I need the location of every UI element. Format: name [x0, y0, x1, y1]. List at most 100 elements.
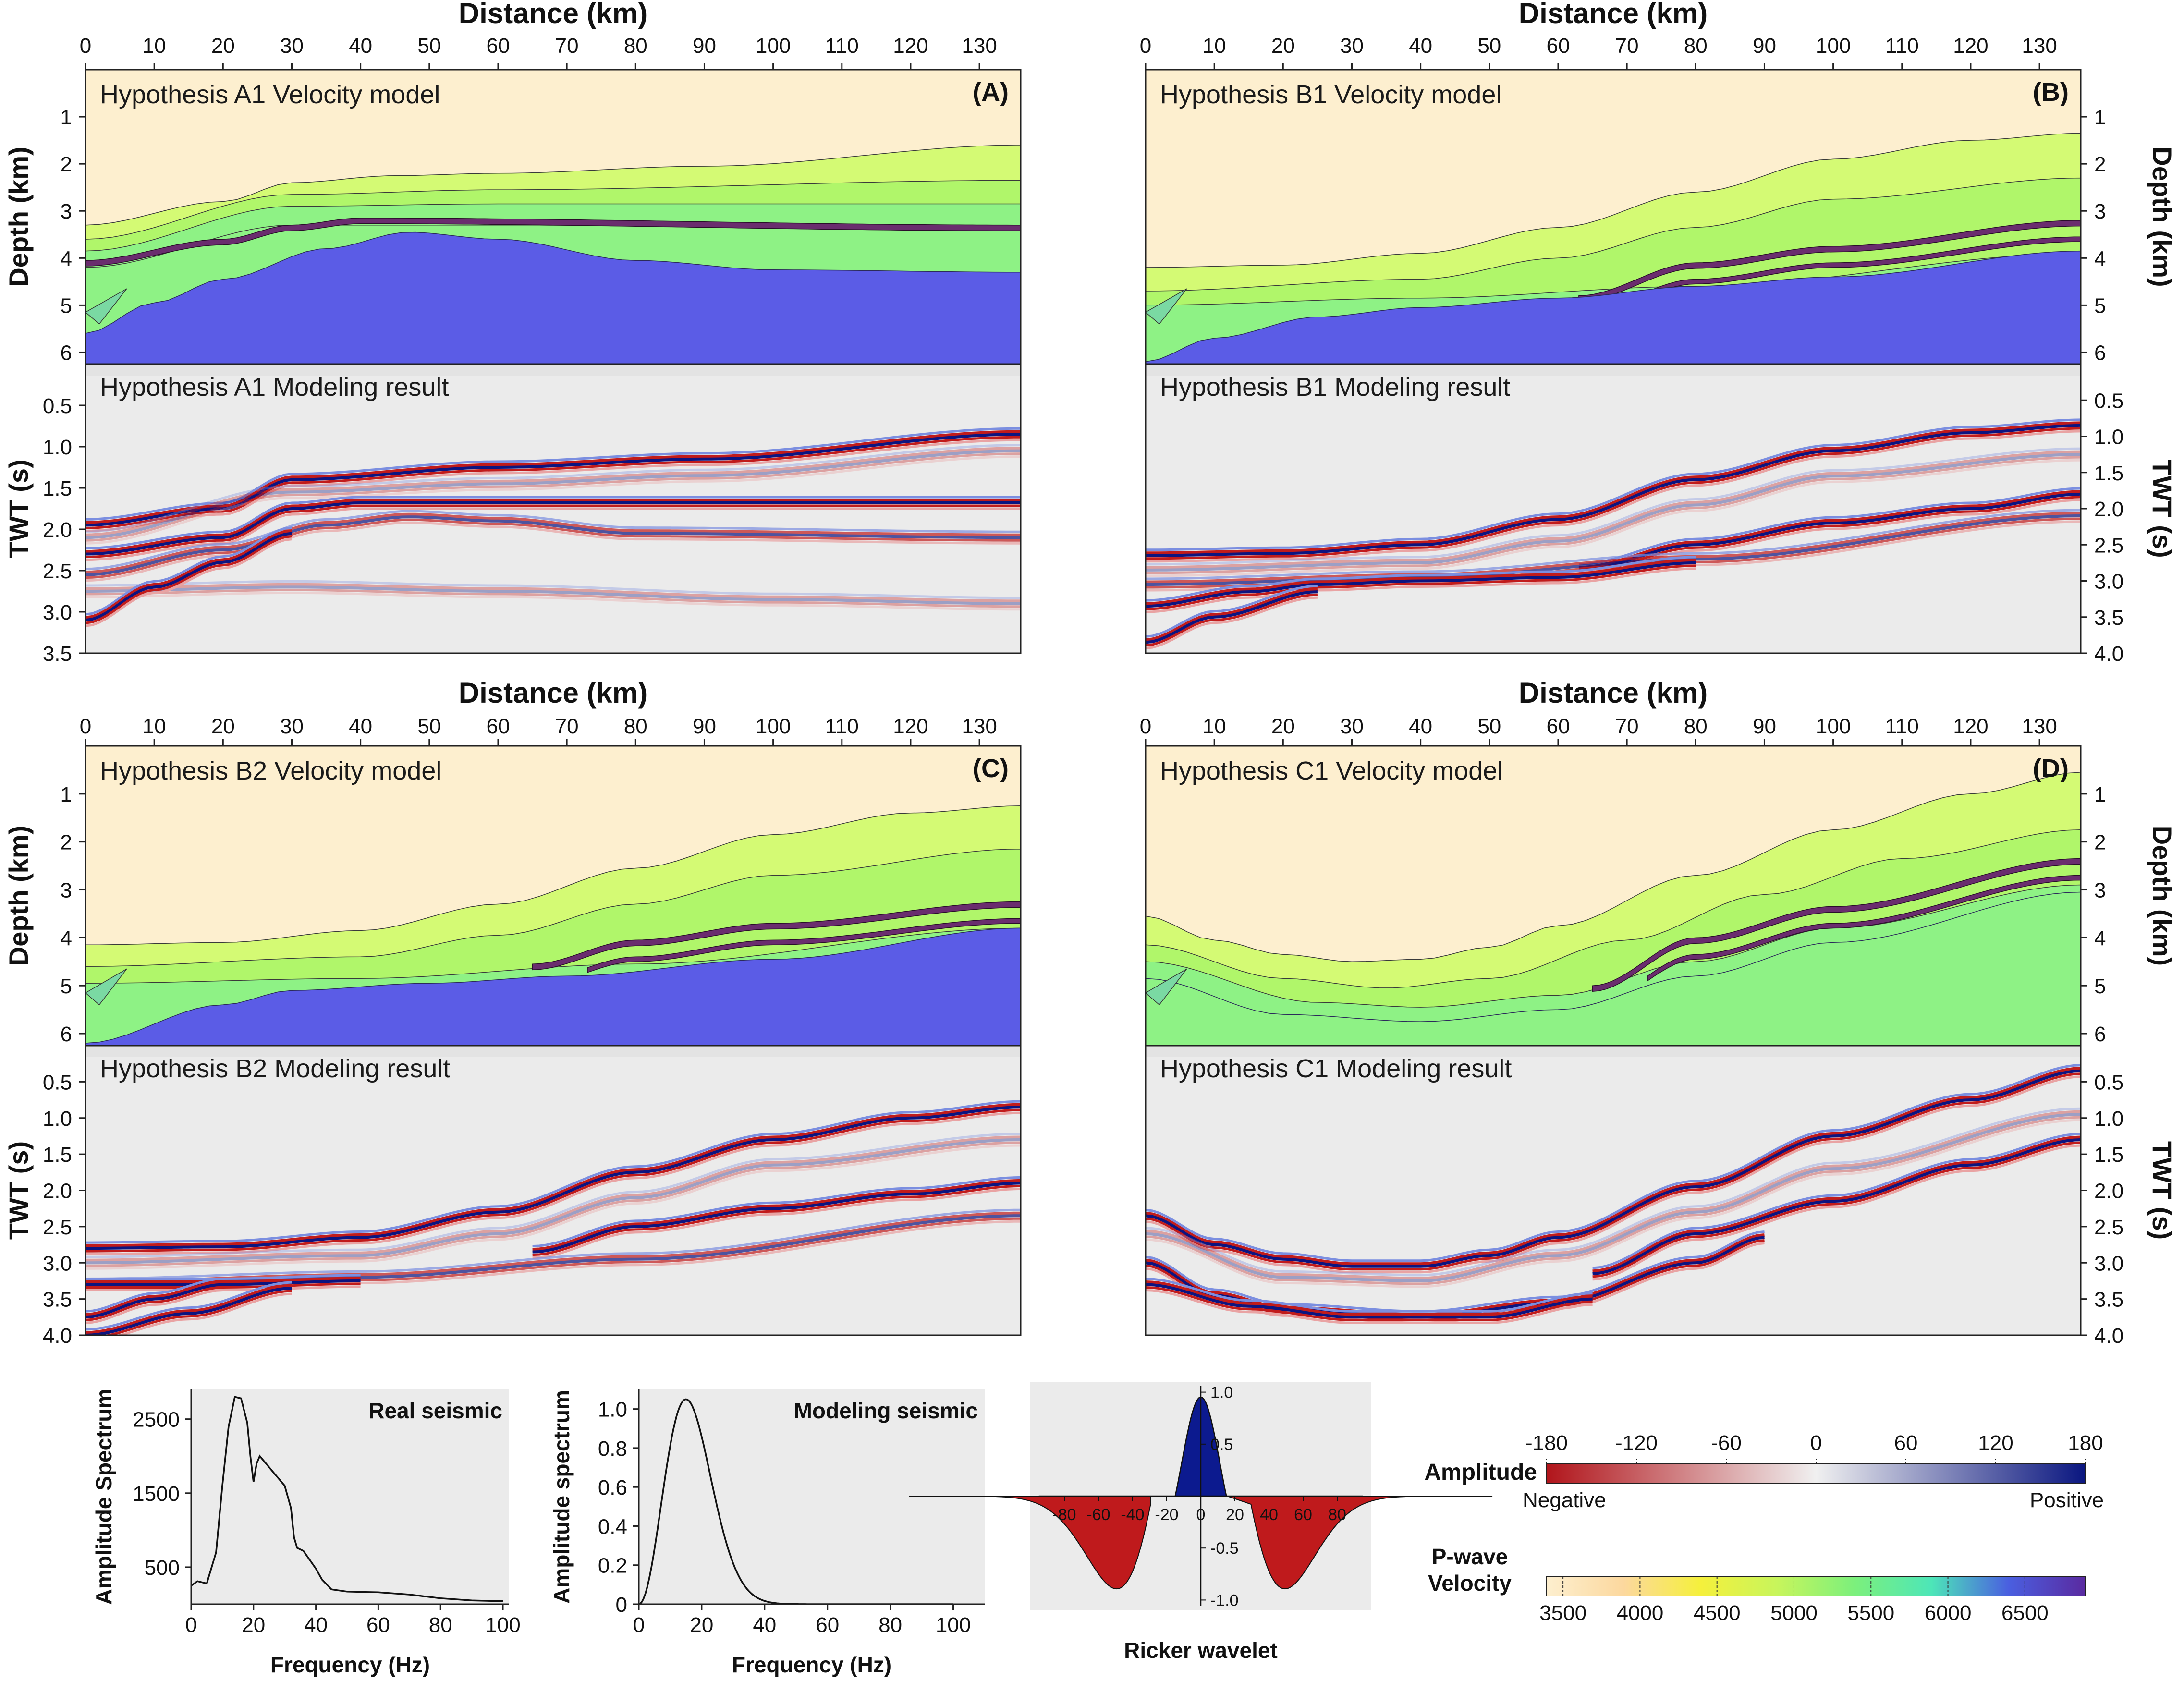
distance-tick-label: 0: [1140, 715, 1151, 738]
velocity-model-d: [1146, 746, 2081, 1046]
reflector: [1146, 1107, 2081, 1288]
twt-tick-label: 2.5: [2094, 534, 2123, 557]
twt-tick-label: 1.0: [43, 436, 72, 459]
twt-tick-label: 3.0: [43, 1252, 72, 1275]
y-tick-label: 0.6: [598, 1476, 627, 1499]
depth-tick-label: 3: [61, 200, 72, 223]
reflector: [1146, 556, 1696, 613]
distance-tick-label: 40: [349, 34, 372, 58]
distance-tick-label: 20: [1271, 715, 1295, 738]
reflector-halo: [1146, 1075, 2081, 1274]
reflector-halo: [85, 1111, 1021, 1255]
wedge-layer: [85, 968, 127, 1006]
reflector-blue: [1146, 453, 2081, 572]
reflector-halo: [115, 1292, 292, 1335]
negative-label: Negative: [1523, 1488, 1606, 1512]
twt-tick-label: 4.0: [2094, 1324, 2123, 1348]
ricker-wavelet-chart: -80 -60 -40 -20 0 20 40 60 80 1.0 0.5 -0.5 -1.0 Ricke…: [909, 1382, 1493, 1663]
reflector-red: [85, 588, 1021, 608]
modeling-title: Hypothesis B2 Modeling result: [100, 1054, 450, 1083]
reflector-red: [1146, 450, 2081, 570]
colorbar-tick-label: 60: [1894, 1431, 1918, 1455]
y-tick-label: 500: [145, 1556, 180, 1580]
distance-tick-label: 30: [280, 715, 304, 738]
y-tick-label: 1500: [133, 1482, 180, 1506]
reflector: [1146, 1278, 1593, 1324]
distance-tick-label: 50: [417, 715, 441, 738]
reflector-red: [1146, 1280, 1593, 1316]
reflector-red: [1146, 587, 1318, 642]
depth-tick-label: 6: [2094, 1023, 2106, 1046]
twt-tick-label: 4.0: [43, 1324, 72, 1348]
reflector-halo: [85, 507, 1021, 561]
modeling-title: Hypothesis B1 Modeling result: [1160, 373, 1510, 402]
amplitude-colorbar: -180 -120 -60 0 60 120 180 Amplitude Negative Pos…: [1424, 1431, 2104, 1512]
x-tick-label: 40: [753, 1613, 776, 1637]
wavelet-negative-lobe: [1227, 1496, 1493, 1590]
colorbar-tick-label: 5500: [1847, 1601, 1894, 1625]
wavelet-negative-lobe: [909, 1496, 1151, 1590]
reflector-blue: [85, 515, 1021, 576]
seismic-section-d: [1146, 1046, 2081, 1335]
colorbar-tick-label: 180: [2068, 1431, 2103, 1455]
reflector-red: [85, 583, 1021, 603]
reflector-red: [1146, 1116, 2081, 1285]
distance-tick-label: 20: [211, 34, 235, 58]
modeling-spectrum-chart: 0 20 40 60 80 100 0 0.2 0.4 0.6 0.8 1.0 Modeling sei…: [549, 1389, 985, 1677]
x-tick-label: 100: [485, 1613, 520, 1637]
colorbar-tick-label: 6000: [1925, 1601, 1972, 1625]
distance-tick-label: 70: [1615, 715, 1639, 738]
reflector-halo: [1146, 1278, 1593, 1313]
y-tick-label: 0.5: [1210, 1436, 1233, 1454]
reflector-halo: [85, 580, 1021, 599]
twt-tick-label: 1.0: [43, 1107, 72, 1131]
reflector-blue: [532, 1182, 1021, 1254]
panel-letter: (A): [973, 78, 1009, 107]
distance-tick-label: 80: [624, 34, 647, 58]
twt-tick-label: 2.0: [2094, 1180, 2123, 1203]
reflector-halo: [1146, 447, 2081, 566]
distance-tick-label: 70: [555, 715, 579, 738]
panels-layer: Hypothesis A1 Velocity model Hypothesis A…: [3, 0, 2177, 1348]
distance-axis-label: Distance (km): [459, 0, 647, 29]
basement: [85, 927, 1021, 1046]
reflector: [1146, 1064, 2081, 1274]
reflector: [1146, 418, 2081, 563]
distance-tick-label: 130: [962, 34, 997, 58]
reflector-halo: [85, 510, 1021, 571]
distance-tick-label: 110: [1885, 34, 1919, 58]
high-velocity-layer: [1647, 875, 2081, 982]
reflector-halo: [85, 1220, 1021, 1291]
reflector-halo: [85, 591, 1021, 611]
depth-axis-label: Depth (km): [2147, 826, 2177, 966]
x-tick-label: 100: [936, 1613, 971, 1637]
velocity-title: Hypothesis A1 Velocity model: [100, 80, 440, 109]
reflector-blue: [85, 1287, 292, 1335]
seismic-band: [85, 1046, 1021, 1057]
chart-title: Modeling seismic: [794, 1398, 978, 1423]
reflector-halo: [85, 1208, 1021, 1280]
depth-tick-label: 4: [2094, 926, 2106, 950]
reflector-red: [1146, 1067, 2081, 1266]
distance-axis-label: Distance (km): [459, 677, 647, 709]
x-tick-label: -60: [1086, 1506, 1110, 1524]
reflector: [85, 1281, 292, 1335]
panel-b: Hypothesis B1 Velocity model Hypothesis B…: [1140, 0, 2177, 666]
reflector-halo: [85, 1144, 1021, 1270]
reflector-red: [85, 447, 1021, 537]
reflector-halo: [85, 439, 1021, 532]
distance-tick-label: 0: [80, 715, 91, 738]
reflector-halo: [1146, 567, 1696, 613]
seismic-frame: [85, 363, 1022, 654]
reflector-red: [1592, 1135, 2081, 1273]
y-tick-label: 1.0: [598, 1398, 627, 1422]
reflector-blue: [1146, 1283, 1593, 1319]
distance-axis-label: Distance (km): [1519, 0, 1708, 29]
distance-tick-label: 30: [1340, 34, 1364, 58]
reflector: [532, 1176, 1021, 1259]
depth-tick-label: 3: [2094, 879, 2106, 902]
reflector-halo: [1146, 1107, 2081, 1277]
reflector-halo: [532, 1176, 1021, 1248]
depth-tick-label: 1: [61, 106, 72, 129]
